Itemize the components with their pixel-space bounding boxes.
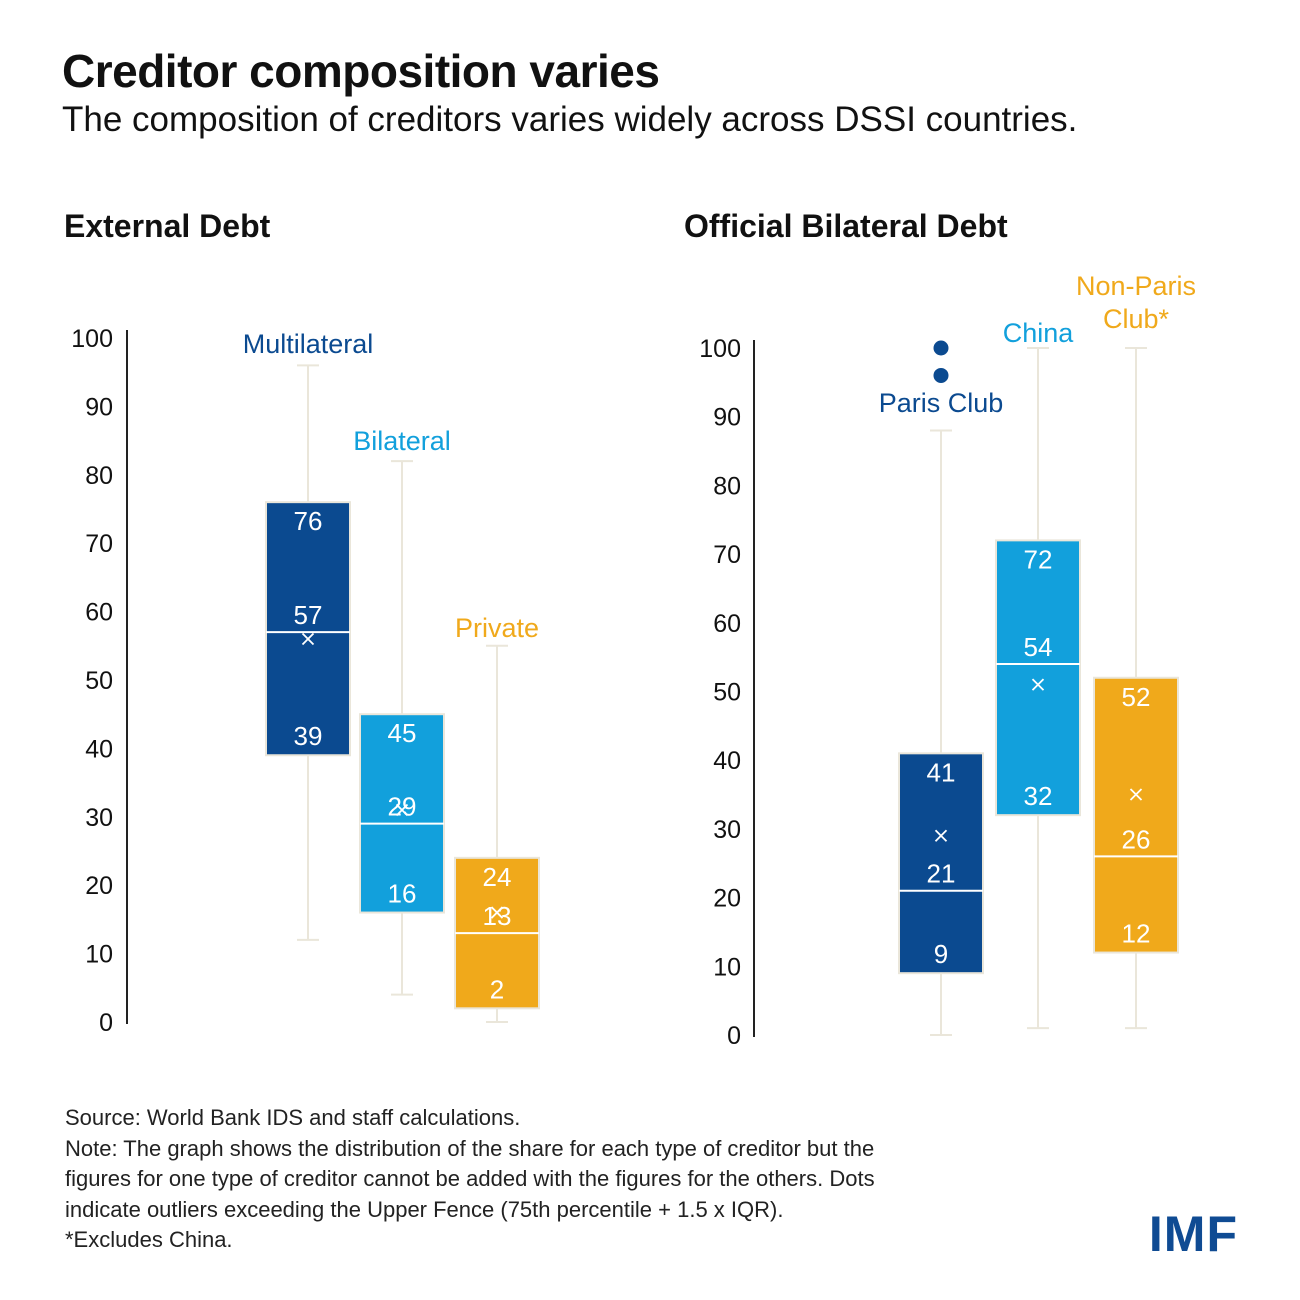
official-bilateral-debt-non-paris-club-box xyxy=(1093,676,1179,954)
external-debt-y-tick-label: 90 xyxy=(85,393,113,421)
external-debt-multilateral-median-label: 57 xyxy=(294,600,323,630)
external-debt-y-tick-label: 40 xyxy=(85,735,113,763)
external-debt-multilateral-mean-marker xyxy=(301,632,315,646)
official-bilateral-debt-y-tick-label: 20 xyxy=(713,885,741,913)
external-debt-private-mean-marker xyxy=(490,906,504,919)
external-debt-y-tick-label: 0 xyxy=(99,1009,113,1037)
official-bilateral-debt-y-tick-label: 30 xyxy=(713,816,741,844)
official-bilateral-debt-paris-club-series-label: Paris Club xyxy=(879,388,1004,418)
official-bilateral-debt-non-paris-club-q3-label: 52 xyxy=(1122,682,1151,712)
chart-notes: Source: World Bank IDS and staff calcula… xyxy=(65,1103,875,1256)
official-bilateral-debt-china-median-label: 54 xyxy=(1024,632,1053,662)
external-debt-bilateral-series-label: Bilateral xyxy=(353,426,451,456)
external-debt-multilateral-q1-label: 39 xyxy=(294,721,323,751)
external-debt-bilateral-q3-label: 45 xyxy=(388,718,417,748)
official-bilateral-debt-y-tick-label: 50 xyxy=(713,679,741,707)
external-debt-multilateral-q3-label: 76 xyxy=(294,506,323,536)
official-bilateral-debt-paris-club-outlier-dot xyxy=(933,367,949,383)
external-debt-bilateral-q1-label: 16 xyxy=(388,879,417,909)
official-bilateral-debt-paris-club-outlier-dot xyxy=(933,340,949,356)
official-bilateral-debt-china-mean-marker xyxy=(1031,678,1045,691)
chart-title-official-bilateral-debt: Official Bilateral Debt xyxy=(684,208,1008,244)
note-line-3: indicate outliers exceeding the Upper Fe… xyxy=(65,1196,784,1222)
official-bilateral-debt-non-paris-club-series-label: Non-Paris xyxy=(1076,271,1196,301)
official-bilateral-debt-paris-club-median-label: 21 xyxy=(927,859,956,889)
external-debt-y-tick-label: 80 xyxy=(85,462,113,490)
official-bilateral-debt-china-box xyxy=(995,539,1081,817)
external-debt-y-tick-label: 100 xyxy=(71,325,113,353)
external-debt-multilateral-series-label: Multilateral xyxy=(243,329,374,359)
official-bilateral-debt-china-q1-label: 32 xyxy=(1024,781,1053,811)
external-debt-bilateral-box xyxy=(359,713,445,914)
external-debt-private-q3-label: 24 xyxy=(483,862,512,892)
official-bilateral-debt-paris-club-mean-marker xyxy=(934,829,948,842)
external-debt-private-median-label: 13 xyxy=(483,901,512,931)
page-subtitle: The composition of creditors varies wide… xyxy=(62,100,1078,139)
external-debt-private-series-label: Private xyxy=(455,613,539,643)
external-debt-bilateral-mean-marker xyxy=(395,803,409,817)
official-bilateral-debt-y-tick-label: 10 xyxy=(713,953,741,981)
external-debt-y-tick-label: 10 xyxy=(85,941,113,969)
official-bilateral-debt-non-paris-club-median-label: 26 xyxy=(1122,824,1151,854)
source-note: Source: World Bank IDS and staff calcula… xyxy=(65,1105,521,1130)
official-bilateral-debt-y-tick-label: 0 xyxy=(727,1022,741,1050)
external-debt-private-q1-label: 2 xyxy=(490,974,504,1004)
page-title: Creditor composition varies xyxy=(62,45,660,97)
official-bilateral-debt-paris-club-box xyxy=(898,752,984,975)
official-bilateral-debt-paris-club-q1-label: 9 xyxy=(934,939,948,969)
imf-logo: IMF xyxy=(1148,1206,1238,1262)
official-bilateral-debt-paris-club-q3-label: 41 xyxy=(927,757,956,787)
official-bilateral-debt-non-paris-club-mean-marker xyxy=(1129,788,1143,801)
note-line-2: figures for one type of creditor cannot … xyxy=(65,1166,875,1191)
external-debt-y-tick-label: 60 xyxy=(85,599,113,627)
note-line-1: Note: The graph shows the distribution o… xyxy=(65,1135,875,1161)
official-bilateral-debt-y-tick-label: 90 xyxy=(713,404,741,432)
official-bilateral-debt-non-paris-club-q1-label: 12 xyxy=(1122,919,1151,949)
official-bilateral-debt-china-series-label: China xyxy=(1003,318,1075,348)
official-bilateral-debt-y-tick-label: 100 xyxy=(699,335,741,363)
official-bilateral-debt-y-tick-label: 60 xyxy=(713,610,741,638)
official-bilateral-debt-china-q3-label: 72 xyxy=(1024,544,1053,574)
official-bilateral-debt-y-tick-label: 70 xyxy=(713,541,741,569)
official-bilateral-debt-y-tick-label: 80 xyxy=(713,472,741,500)
external-debt-y-tick-label: 20 xyxy=(85,872,113,900)
external-debt-y-tick-label: 30 xyxy=(85,804,113,832)
external-debt-y-tick-label: 70 xyxy=(85,530,113,558)
external-debt-y-tick-label: 50 xyxy=(85,667,113,695)
official-bilateral-debt-non-paris-club-series-label: Club* xyxy=(1103,304,1170,334)
chart-title-external-debt: External Debt xyxy=(64,208,271,244)
external-debt-multilateral-box xyxy=(265,501,351,757)
external-debt-bilateral-median-label: 29 xyxy=(388,792,417,822)
note-line-4: *Excludes China. xyxy=(65,1227,233,1252)
official-bilateral-debt-y-tick-label: 40 xyxy=(713,747,741,775)
